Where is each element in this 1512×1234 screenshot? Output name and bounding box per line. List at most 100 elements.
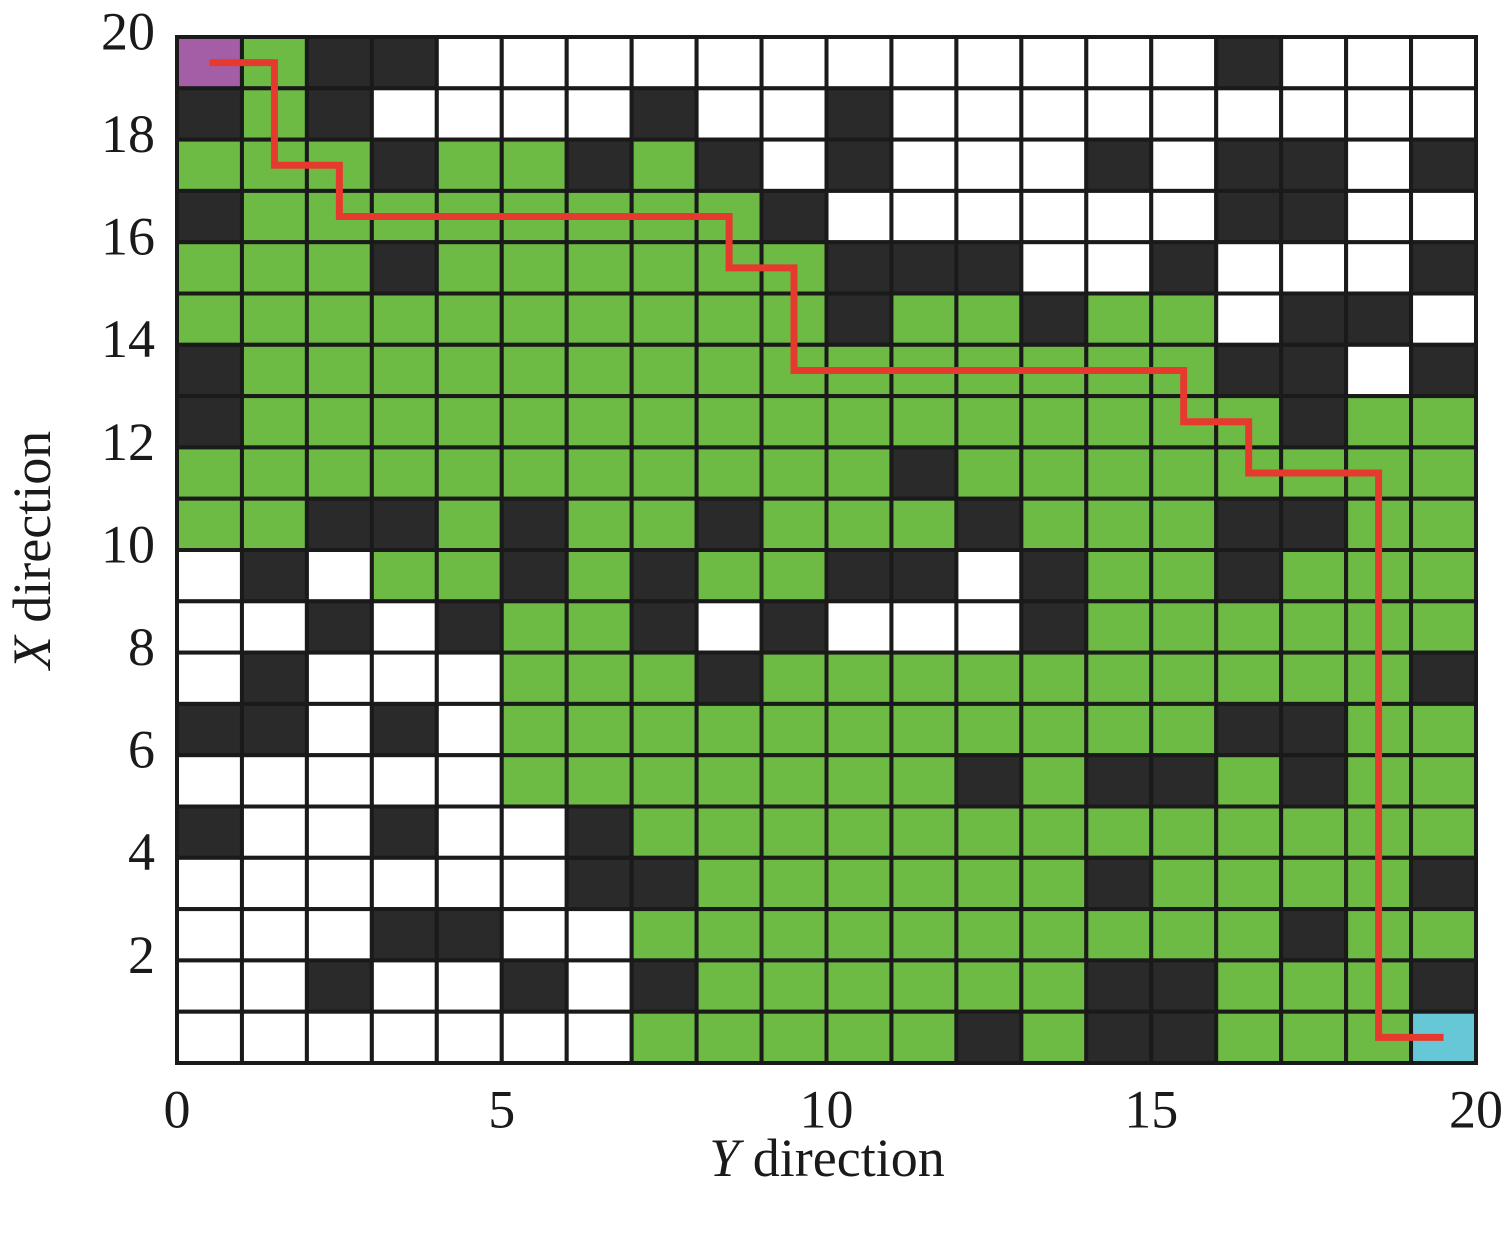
grid-cell	[1344, 188, 1414, 245]
grid-cell	[1214, 907, 1284, 963]
x-tick-label: 0	[164, 1079, 191, 1139]
grid-cell	[1149, 1009, 1219, 1066]
grid-cell	[1214, 650, 1284, 706]
y-tick-label: 6	[128, 720, 155, 780]
grid-cell	[239, 701, 309, 758]
grid-cell	[1409, 291, 1479, 347]
grid-cell	[824, 394, 894, 450]
x-tick-label: 5	[488, 1079, 515, 1139]
grid-cell	[175, 855, 244, 912]
grid-cell	[1409, 855, 1479, 912]
grid-cell	[889, 958, 959, 1014]
grid-cell	[629, 1009, 699, 1066]
grid-cell	[1019, 804, 1089, 860]
grid-cell	[694, 855, 764, 912]
grid-cell	[369, 753, 439, 809]
grid-cell	[499, 394, 569, 450]
grid-cell	[1409, 240, 1479, 296]
grid-cell	[239, 291, 309, 347]
grid-cell	[304, 650, 374, 706]
grid-cell	[1279, 394, 1349, 450]
grid-cell	[629, 342, 699, 399]
grid-cell	[759, 188, 829, 245]
grid-cell	[304, 35, 374, 91]
grid-cell	[694, 291, 764, 347]
grid-cell	[954, 548, 1024, 604]
grid-cell	[1149, 701, 1219, 758]
x-tick-label: 10	[800, 1079, 854, 1139]
grid-cell	[1084, 188, 1154, 245]
grid-cell	[1279, 291, 1349, 347]
grid-cell	[1279, 958, 1349, 1014]
grid-cell	[175, 958, 244, 1014]
grid-cell	[759, 137, 829, 193]
grid-cell	[694, 35, 764, 91]
grid-cell	[954, 599, 1024, 655]
grid-cell	[889, 394, 959, 450]
grid-cell	[175, 240, 244, 296]
grid-cell	[694, 650, 764, 706]
grid-cell	[824, 855, 894, 912]
grid-cell	[629, 855, 699, 912]
grid-cell	[434, 342, 504, 399]
grid-cell	[434, 445, 504, 501]
grid-cell	[1019, 137, 1089, 193]
grid-cell	[1409, 445, 1479, 501]
grid-cell	[369, 804, 439, 860]
grid-cell	[824, 291, 894, 347]
grid-cell	[629, 907, 699, 963]
grid-cell	[889, 855, 959, 912]
grid-cell	[499, 342, 569, 399]
grid-cell	[954, 240, 1024, 296]
grid-cell	[1409, 342, 1479, 399]
grid-cell	[1084, 855, 1154, 912]
grid-cell	[1084, 753, 1154, 809]
grid-cell	[954, 188, 1024, 245]
grid-cell	[304, 855, 374, 912]
grid-cell	[499, 35, 569, 91]
grid-cell	[629, 291, 699, 347]
grid-cell	[1344, 86, 1414, 142]
grid-cell	[434, 1009, 504, 1066]
grid-cell	[304, 496, 374, 553]
grid-cell	[1084, 599, 1154, 655]
grid-cell	[1214, 240, 1284, 296]
grid-cell	[1149, 35, 1219, 91]
grid-cell	[629, 35, 699, 91]
grid-cell	[175, 291, 244, 347]
grid-cell	[629, 599, 699, 655]
grid-cell	[759, 958, 829, 1014]
grid-cell	[564, 907, 634, 963]
grid-cell	[759, 804, 829, 860]
grid-cell	[694, 907, 764, 963]
path-line	[209, 59, 1444, 1041]
grid-cell	[434, 496, 504, 553]
grid-cell	[369, 958, 439, 1014]
grid-cell	[1084, 804, 1154, 860]
grid-cell	[1084, 650, 1154, 706]
grid-cell	[239, 650, 309, 706]
grid-cell	[1214, 701, 1284, 758]
grid-cell	[1344, 35, 1414, 91]
grid-cell	[304, 804, 374, 860]
grid-cell	[889, 188, 959, 245]
grid-cell	[824, 958, 894, 1014]
grid-cell	[564, 1009, 634, 1066]
grid-cell	[1084, 291, 1154, 347]
grid-cell	[1149, 137, 1219, 193]
grid-cell	[694, 599, 764, 655]
grid-cell	[824, 548, 894, 604]
y-axis-label: X direction	[2, 431, 62, 671]
grid-cell	[499, 1009, 569, 1066]
grid-cell	[694, 958, 764, 1014]
grid-cell	[175, 701, 244, 758]
grid-cell	[1409, 907, 1479, 963]
grid-cell	[694, 1009, 764, 1066]
grid-cell	[629, 137, 699, 193]
grid-cell	[954, 394, 1024, 450]
grid-cell	[304, 701, 374, 758]
grid-cell	[304, 599, 374, 655]
grid-cell	[304, 958, 374, 1014]
grid-cell	[1409, 137, 1479, 193]
grid-cell	[499, 86, 569, 142]
